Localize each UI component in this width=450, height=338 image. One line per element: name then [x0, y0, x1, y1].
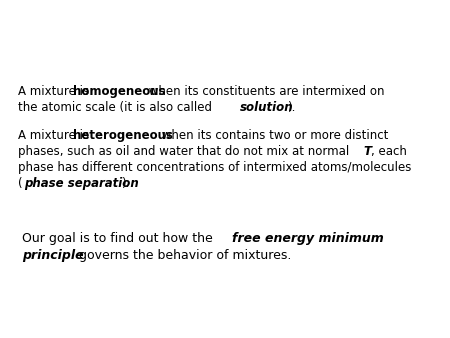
Text: principle: principle	[22, 249, 84, 262]
Text: (: (	[18, 177, 22, 190]
Text: ).: ).	[287, 101, 295, 114]
Text: homogeneous: homogeneous	[73, 85, 166, 98]
Text: in Binary Mixtures   (Ch. 5): in Binary Mixtures (Ch. 5)	[114, 46, 336, 61]
Text: phase has different concentrations of intermixed atoms/molecules: phase has different concentrations of in…	[18, 161, 411, 174]
Text: solution: solution	[240, 101, 293, 114]
Text: governs the behavior of mixtures.: governs the behavior of mixtures.	[75, 249, 292, 262]
Text: phases, such as oil and water that do not mix at normal: phases, such as oil and water that do no…	[18, 145, 353, 158]
Text: free energy minimum: free energy minimum	[232, 232, 384, 245]
Text: phase separation: phase separation	[24, 177, 139, 190]
Text: , each: , each	[371, 145, 407, 158]
Text: Lecture 17. Phase Transformations (Phase Separation): Lecture 17. Phase Transformations (Phase…	[0, 16, 450, 31]
Text: A mixture is: A mixture is	[18, 129, 93, 142]
Text: T: T	[363, 145, 371, 158]
Text: A mixture is: A mixture is	[18, 85, 93, 98]
Text: heterogeneous: heterogeneous	[73, 129, 173, 142]
Text: the atomic scale (it is also called: the atomic scale (it is also called	[18, 101, 216, 114]
Text: ).: ).	[121, 177, 130, 190]
Text: when its contains two or more distinct: when its contains two or more distinct	[158, 129, 388, 142]
Text: Our goal is to find out how the: Our goal is to find out how the	[22, 232, 217, 245]
Text: when its constituents are intermixed on: when its constituents are intermixed on	[145, 85, 384, 98]
